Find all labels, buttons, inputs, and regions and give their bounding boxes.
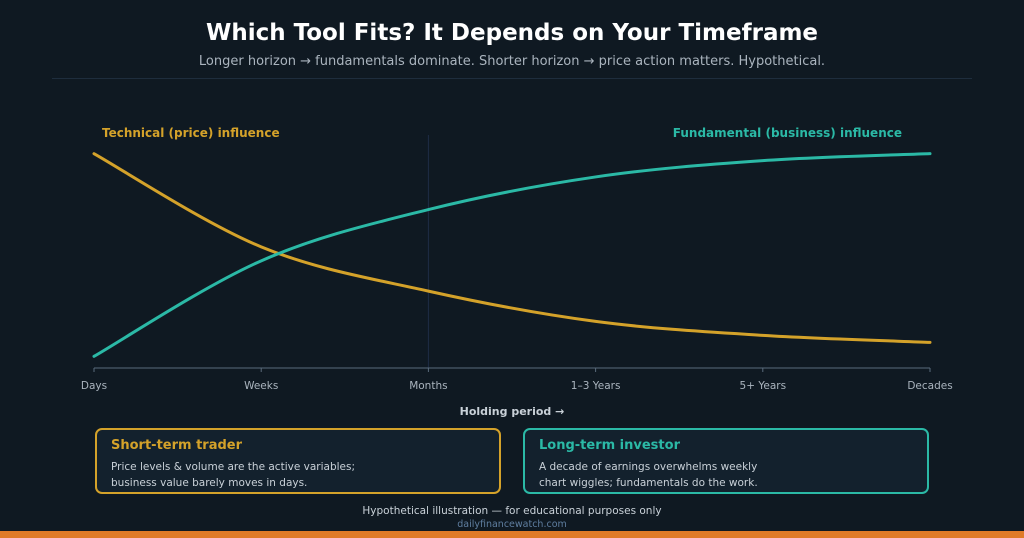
series-layer [92,152,932,358]
header-divider [52,78,972,79]
card-line: business value barely moves in days. [111,477,308,489]
card-description: Price levels & volume are the active var… [111,459,485,491]
card-description: A decade of earnings overwhelms weekly c… [539,459,913,491]
x-tick-label: 1–3 Years [571,380,621,392]
accent-bar [0,531,1024,538]
x-tick-label: Days [81,380,107,392]
x-tick-label: Months [409,380,447,392]
x-tick-label: 5+ Years [740,380,787,392]
card-line: Price levels & volume are the active var… [111,461,355,473]
x-axis-ticks: Days Weeks Months 1–3 Years 5+ Years Decades [81,368,953,392]
card-line: chart wiggles; fundamentals do the work. [539,477,758,489]
timeframe-chart: Days Weeks Months 1–3 Years 5+ Years Decades … [81,126,953,418]
short-term-trader-card: Short-term trader Price levels & volume … [95,428,501,494]
disclaimer-text: Hypothetical illustration — for educatio… [362,505,662,517]
long-term-investor-card: Long-term investor A decade of earnings … [523,428,929,494]
technical-influence-line [92,152,932,344]
card-line: A decade of earnings overwhelms weekly [539,461,758,473]
x-tick-label: Decades [907,380,952,392]
page-subtitle: Longer horizon → fundamentals dominate. … [198,54,826,69]
series-label-fundamental: Fundamental (business) influence [673,126,902,140]
page-title: Which Tool Fits? It Depends on Your Time… [205,20,819,46]
series-label-technical: Technical (price) influence [102,126,280,140]
x-tick-label: Weeks [244,380,278,392]
card-title: Long-term investor [539,438,680,453]
fundamental-influence-line [92,152,932,358]
x-axis-title: Holding period → [460,405,565,418]
site-link[interactable]: dailyfinancewatch.com [457,519,567,530]
card-title: Short-term trader [111,438,243,453]
